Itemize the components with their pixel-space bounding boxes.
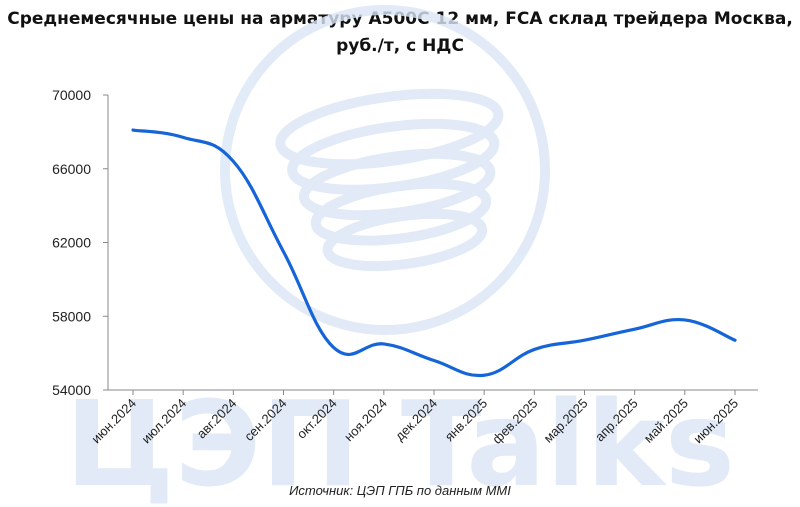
- y-tick-label: 58000: [52, 308, 91, 324]
- watermark: ЦЭП Talks: [65, 5, 735, 507]
- y-tick-label: 66000: [52, 161, 91, 177]
- chart-title-line-2: руб./т, с НДС: [336, 36, 464, 56]
- series-line: [131, 128, 737, 378]
- y-tick-label: 70000: [52, 87, 91, 103]
- series-layer: [131, 128, 737, 378]
- watermark-globe-band: [322, 208, 488, 272]
- watermark-globe-outline: [220, 5, 550, 335]
- chart-axes: [107, 95, 758, 391]
- watermark-globe-icon: [220, 5, 550, 335]
- y-tick-label: 54000: [52, 382, 91, 398]
- y-axis-ticks: 54000 58000 62000 66000 70000: [52, 87, 108, 398]
- chart-title-line-1: Среднемесячные цены на арматуру А500С 12…: [7, 9, 793, 29]
- watermark-text: ЦЭП Talks: [65, 375, 735, 507]
- source-note: Источник: ЦЭП ГПБ по данным MMI: [289, 483, 511, 498]
- watermark-globe-band: [310, 178, 492, 246]
- chart-title: Среднемесячные цены на арматуру А500С 12…: [0, 6, 800, 60]
- y-tick-label: 62000: [52, 235, 91, 251]
